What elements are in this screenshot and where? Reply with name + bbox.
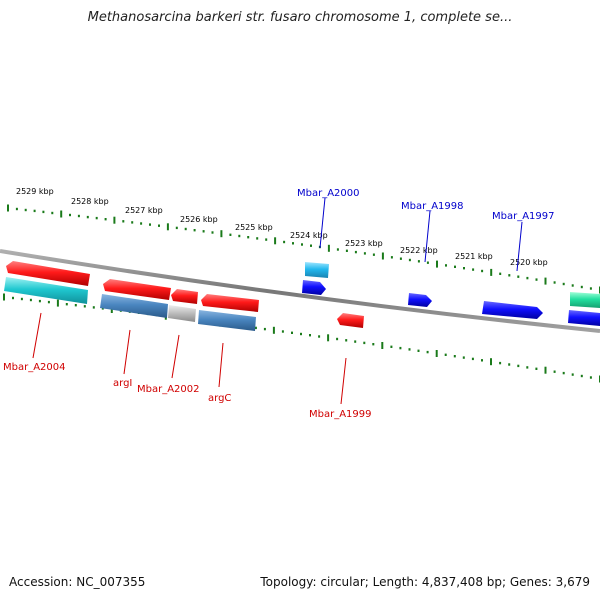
cds-argC[interactable] xyxy=(198,310,256,331)
summary-text: Topology: circular; Length: 4,837,408 bp… xyxy=(260,575,590,589)
gene-label[interactable]: Mbar_A1997 xyxy=(492,211,555,222)
scale-label: 2526 kbp xyxy=(180,215,218,224)
accession-text: Accession: NC_007355 xyxy=(9,575,146,589)
scale-label: 2522 kbp xyxy=(400,246,438,255)
gene-label[interactable]: Mbar_A2004 xyxy=(3,362,66,373)
cds-Mbar_A2004[interactable] xyxy=(4,277,88,304)
cds-Mbar_A1997-right[interactable] xyxy=(570,292,600,308)
gene-labels: Mbar_A2000 Mbar_A1998 Mbar_A1997 Mbar_A2… xyxy=(3,188,555,420)
leader-line xyxy=(123,329,131,375)
gene-Mbar_A1999[interactable] xyxy=(337,313,364,328)
leader-line xyxy=(516,221,523,272)
gene-label[interactable]: Mbar_A1998 xyxy=(401,201,464,212)
gene-label[interactable]: argC xyxy=(208,393,231,404)
leader-line xyxy=(319,197,326,249)
leader-line xyxy=(340,357,347,405)
scale-label: 2528 kbp xyxy=(71,197,109,206)
gene-argI[interactable] xyxy=(103,279,171,300)
leader-line xyxy=(32,312,42,359)
leader-line xyxy=(424,210,431,263)
cds-Mbar_A2002[interactable] xyxy=(168,305,196,322)
cds-Mbar_A2000[interactable] xyxy=(305,262,329,278)
scale-label: 2521 kbp xyxy=(455,252,493,261)
scale-label: 2520 kbp xyxy=(510,258,548,267)
gene-Mbar_A2002[interactable] xyxy=(171,289,198,304)
gene-label[interactable]: Mbar_A2002 xyxy=(137,384,200,395)
scale-label: 2523 kbp xyxy=(345,239,383,248)
scale-label: 2529 kbp xyxy=(16,187,54,196)
map-title: Methanosarcina barkeri str. fusaro chrom… xyxy=(87,10,513,25)
gene-Mbar_A1998[interactable] xyxy=(408,293,432,307)
cds-argI[interactable] xyxy=(100,294,168,318)
gene-Mbar_A1997[interactable] xyxy=(482,301,543,319)
gene-Mbar_A2004[interactable] xyxy=(6,261,90,286)
cds-features xyxy=(4,262,600,331)
leader-line xyxy=(218,342,224,388)
gene-label[interactable]: Mbar_A1999 xyxy=(309,409,372,420)
chromosome-backbone xyxy=(0,249,600,333)
leader-lines xyxy=(32,197,523,405)
scale-labels: 2529 kbp 2528 kbp 2527 kbp 2526 kbp 2525… xyxy=(16,187,548,267)
leader-line xyxy=(171,334,180,379)
gene-label[interactable]: Mbar_A2000 xyxy=(297,188,360,199)
forward-genes xyxy=(6,261,364,328)
reverse-genes xyxy=(302,280,600,326)
scale-label: 2525 kbp xyxy=(235,223,273,232)
scale-label: 2527 kbp xyxy=(125,206,163,215)
gene-right-edge[interactable] xyxy=(568,310,600,326)
scale-label: 2524 kbp xyxy=(290,231,328,240)
gene-label[interactable]: argI xyxy=(113,378,132,389)
gene-argC[interactable] xyxy=(201,294,259,312)
gene-Mbar_A2000[interactable] xyxy=(302,280,326,295)
